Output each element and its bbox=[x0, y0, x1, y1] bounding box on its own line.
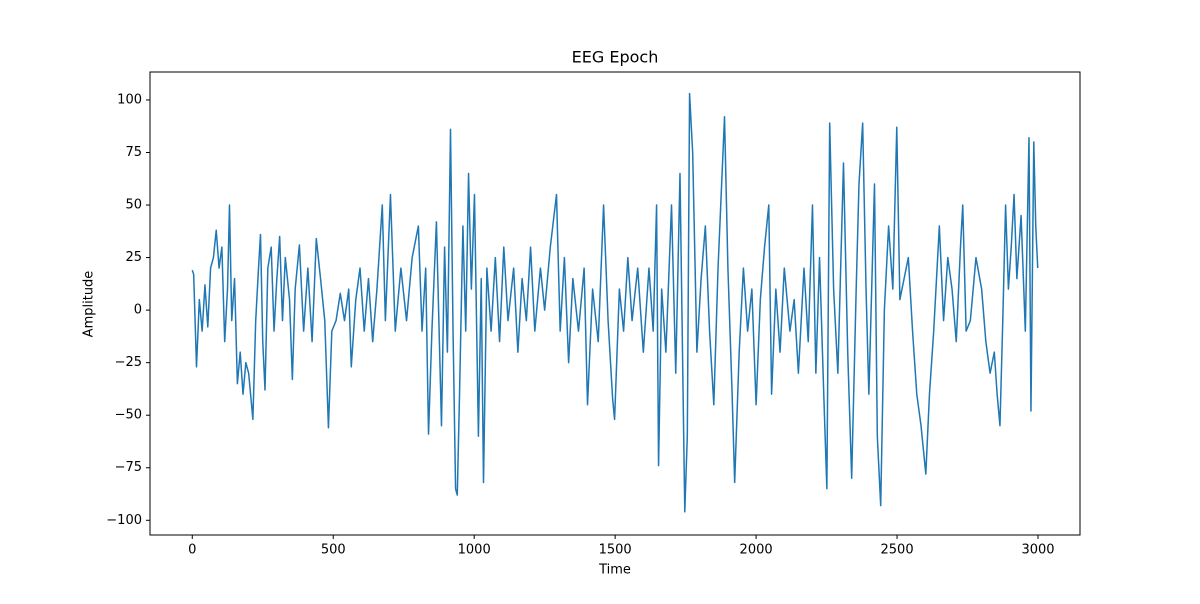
y-tick-label: 50 bbox=[125, 198, 142, 213]
plot-frame bbox=[149, 71, 1081, 536]
x-axis-label: Time bbox=[598, 563, 631, 578]
y-tick-label: 100 bbox=[117, 92, 142, 107]
y-tick-label: −100 bbox=[106, 513, 142, 528]
x-tick-label: 1500 bbox=[599, 543, 632, 558]
y-tick-label: 0 bbox=[134, 303, 142, 318]
y-tick-label: −75 bbox=[115, 460, 142, 475]
y-tick-label: 25 bbox=[125, 250, 142, 265]
x-tick-label: 0 bbox=[188, 543, 196, 558]
y-tick-label: −50 bbox=[115, 408, 142, 423]
line-series bbox=[191, 92, 1039, 513]
x-tick-label: 2000 bbox=[740, 543, 773, 558]
x-tick-label: 500 bbox=[321, 543, 346, 558]
y-tick-label: −25 bbox=[115, 355, 142, 370]
x-tick-label: 1000 bbox=[458, 543, 491, 558]
y-axis-label: Amplitude bbox=[82, 271, 97, 338]
x-tick-label: 2500 bbox=[881, 543, 914, 558]
chart-title: EEG Epoch bbox=[572, 48, 659, 67]
x-tick-label: 3000 bbox=[1021, 543, 1054, 558]
y-tick-label: 75 bbox=[125, 145, 142, 160]
